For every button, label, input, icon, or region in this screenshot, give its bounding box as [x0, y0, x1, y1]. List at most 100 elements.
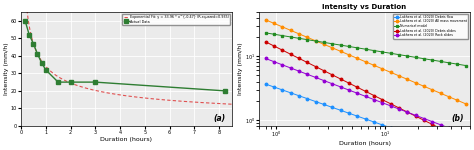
Lakhera et al. (2020) Debris slides — [313, 66, 319, 68]
Exponential Fit: y = 33.96 * x^{-0.47} (R-squared=0.935): (5.37, 15.4): y = 33.96 * x^{-0.47} (R-squared=0.935):… — [151, 98, 157, 100]
Numerical model — [279, 35, 285, 36]
Lakhera et al. (2020) Rock slides — [429, 121, 435, 123]
Lakhera et al. (2020) All mass movement — [404, 78, 410, 80]
Actual Data — [68, 81, 73, 83]
Lakhera et al. (2020) Rock slides — [338, 86, 344, 88]
Lakhera et al. (2020) Debris slides — [455, 136, 460, 138]
Lakhera et al. (2020) All mass movement — [421, 85, 427, 87]
Numerical model — [455, 63, 460, 65]
Lakhera et al. (2020) Debris slides — [446, 132, 452, 134]
Lakhera et al. (2020) Debris slides — [346, 82, 352, 84]
Numerical model — [380, 51, 385, 53]
Lakhera et al. (2020) Rock slides — [288, 67, 293, 69]
Exponential Fit: y = 33.96 * x^{-0.47} (R-squared=0.935): (6.19, 14.4): y = 33.96 * x^{-0.47} (R-squared=0.935):… — [172, 100, 177, 102]
Lakhera et al. (2020) All mass movement — [355, 57, 360, 59]
Lakhera et al. (2020) All mass movement — [329, 47, 335, 49]
Lakhera et al. (2020) Debris flow — [279, 89, 285, 91]
Lakhera et al. (2020) All mass movement — [463, 103, 469, 105]
Text: (b): (b) — [451, 114, 464, 123]
Title: Intensity vs Duration: Intensity vs Duration — [322, 4, 407, 10]
Lakhera et al. (2020) All mass movement — [455, 99, 460, 101]
Lakhera et al. (2020) Debris slides — [321, 70, 327, 72]
Actual Data — [92, 81, 98, 83]
Text: (a): (a) — [213, 114, 225, 123]
Numerical model — [271, 33, 277, 35]
Lakhera et al. (2020) Debris slides — [304, 62, 310, 63]
Actual Data — [27, 34, 32, 36]
Exponential Fit: y = 33.96 * x^{-0.47} (R-squared=0.935): (8.5, 12.4): y = 33.96 * x^{-0.47} (R-squared=0.935):… — [228, 103, 234, 105]
Actual Data — [222, 90, 228, 92]
Lakhera et al. (2020) Debris flow — [363, 118, 368, 120]
Lakhera et al. (2020) Debris slides — [438, 128, 444, 129]
Numerical model — [304, 39, 310, 41]
Lakhera et al. (2020) Debris slides — [371, 95, 377, 96]
Lakhera et al. (2020) Rock slides — [271, 61, 277, 63]
Exponential Fit: y = 33.96 * x^{-0.47} (R-squared=0.935): (1.07, 32.9): y = 33.96 * x^{-0.47} (R-squared=0.935):… — [45, 67, 50, 69]
Line: Lakhera et al. (2020) All mass movement: Lakhera et al. (2020) All mass movement — [264, 19, 467, 105]
Lakhera et al. (2020) Rock slides — [413, 114, 419, 116]
Numerical model — [313, 40, 319, 42]
Numerical model — [438, 61, 444, 62]
Actual Data — [22, 20, 28, 22]
Lakhera et al. (2020) Rock slides — [321, 80, 327, 81]
Lakhera et al. (2020) Debris slides — [263, 41, 268, 43]
Lakhera et al. (2020) All mass movement — [263, 19, 268, 21]
Actual Data — [55, 81, 61, 83]
Lakhera et al. (2020) Debris flow — [321, 103, 327, 105]
Lakhera et al. (2020) Debris flow — [296, 95, 302, 97]
Lakhera et al. (2020) Debris slides — [288, 53, 293, 55]
Lakhera et al. (2020) Debris flow — [346, 112, 352, 114]
Lakhera et al. (2020) Debris flow — [380, 124, 385, 126]
Numerical model — [263, 32, 268, 34]
Numerical model — [404, 55, 410, 57]
Lakhera et al. (2020) All mass movement — [296, 33, 302, 35]
Lakhera et al. (2020) Rock slides — [363, 96, 368, 97]
Lakhera et al. (2020) Rock slides — [388, 105, 393, 107]
Lakhera et al. (2020) Rock slides — [446, 127, 452, 129]
Lakhera et al. (2020) Debris slides — [338, 78, 344, 80]
Line: Actual Data: Actual Data — [23, 19, 227, 93]
Y-axis label: Intensity (mm/h): Intensity (mm/h) — [4, 43, 9, 95]
Lakhera et al. (2020) Debris flow — [288, 92, 293, 94]
X-axis label: Duration (hours): Duration (hours) — [100, 136, 152, 142]
Lakhera et al. (2020) Debris slides — [363, 90, 368, 92]
Lakhera et al. (2020) Debris flow — [355, 115, 360, 117]
Lakhera et al. (2020) All mass movement — [304, 36, 310, 38]
Lakhera et al. (2020) Rock slides — [329, 83, 335, 85]
Numerical model — [463, 65, 469, 66]
Lakhera et al. (2020) Debris flow — [413, 136, 419, 137]
Lakhera et al. (2020) Debris slides — [296, 57, 302, 59]
Lakhera et al. (2020) Rock slides — [304, 73, 310, 75]
Lakhera et al. (2020) All mass movement — [271, 22, 277, 24]
Numerical model — [396, 54, 402, 56]
Lakhera et al. (2020) Debris flow — [388, 127, 393, 129]
X-axis label: Duration (hours): Duration (hours) — [338, 141, 391, 146]
Lakhera et al. (2020) Debris slides — [413, 115, 419, 117]
Lakhera et al. (2020) Rock slides — [296, 70, 302, 72]
Numerical model — [388, 52, 393, 54]
Exponential Fit: y = 33.96 * x^{-0.47} (R-squared=0.935): (3.4, 19.1): y = 33.96 * x^{-0.47} (R-squared=0.935):… — [102, 92, 108, 93]
Lakhera et al. (2020) Debris slides — [279, 49, 285, 51]
Lakhera et al. (2020) All mass movement — [321, 43, 327, 45]
Numerical model — [363, 48, 368, 50]
Lakhera et al. (2020) Debris slides — [355, 86, 360, 88]
Lakhera et al. (2020) Debris slides — [429, 124, 435, 125]
Lakhera et al. (2020) Rock slides — [455, 130, 460, 132]
Lakhera et al. (2020) Debris slides — [380, 99, 385, 100]
Line: Lakhera et al. (2020) Debris flow: Lakhera et al. (2020) Debris flow — [264, 83, 417, 138]
Lakhera et al. (2020) Rock slides — [313, 76, 319, 78]
Legend: Exponential Fit: y = 33.96 * x^{-0.47} (R-squared=0.935), Actual Data: Exponential Fit: y = 33.96 * x^{-0.47} (… — [122, 14, 230, 25]
Lakhera et al. (2020) Rock slides — [263, 58, 268, 59]
Lakhera et al. (2020) All mass movement — [363, 61, 368, 63]
Lakhera et al. (2020) All mass movement — [396, 75, 402, 77]
Lakhera et al. (2020) All mass movement — [279, 26, 285, 28]
Lakhera et al. (2020) Rock slides — [380, 102, 385, 104]
Numerical model — [296, 37, 302, 39]
Actual Data — [35, 53, 40, 55]
Y-axis label: Intensity (mm/h): Intensity (mm/h) — [238, 43, 244, 95]
Lakhera et al. (2020) All mass movement — [429, 89, 435, 91]
Lakhera et al. (2020) All mass movement — [371, 64, 377, 66]
Lakhera et al. (2020) Debris slides — [396, 107, 402, 109]
Lakhera et al. (2020) Rock slides — [346, 89, 352, 91]
Lakhera et al. (2020) Debris flow — [371, 121, 377, 123]
